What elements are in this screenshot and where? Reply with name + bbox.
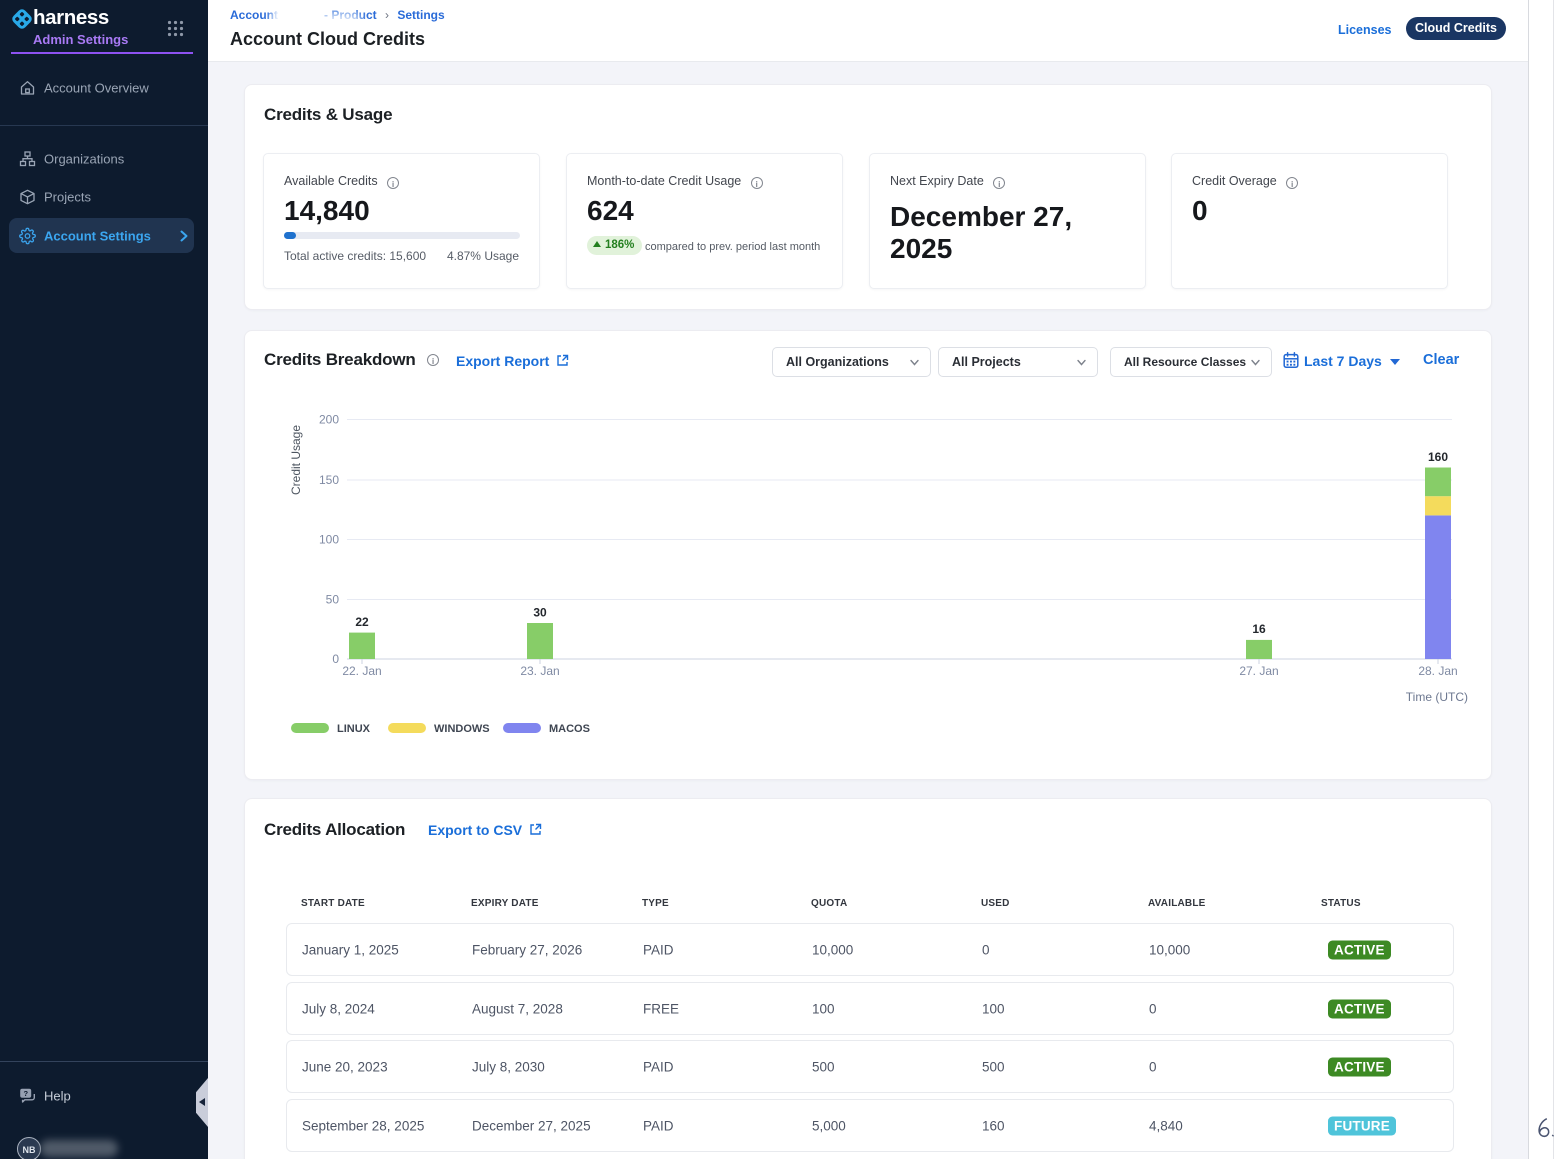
svg-text:LINUX: LINUX <box>337 723 371 735</box>
svg-text:22. Jan: 22. Jan <box>342 664 381 678</box>
svg-text:WINDOWS: WINDOWS <box>434 723 490 735</box>
svg-text:27. Jan: 27. Jan <box>1239 664 1278 678</box>
svg-text:30: 30 <box>533 606 547 620</box>
svg-text:28. Jan: 28. Jan <box>1418 664 1457 678</box>
svg-text:100: 100 <box>319 533 339 547</box>
svg-text:?: ? <box>24 1089 29 1098</box>
svg-text:Time (UTC): Time (UTC) <box>1406 690 1468 704</box>
svg-text:160: 160 <box>1428 450 1448 464</box>
svg-text:16: 16 <box>1252 622 1266 636</box>
svg-text:50: 50 <box>326 593 340 607</box>
svg-text:200: 200 <box>319 413 339 427</box>
svg-text:Credit Usage: Credit Usage <box>289 425 303 495</box>
svg-text:150: 150 <box>319 473 339 487</box>
svg-text:0: 0 <box>332 652 339 666</box>
svg-text:MACOS: MACOS <box>549 723 590 735</box>
svg-text:22: 22 <box>355 615 369 629</box>
svg-text:23. Jan: 23. Jan <box>520 664 559 678</box>
